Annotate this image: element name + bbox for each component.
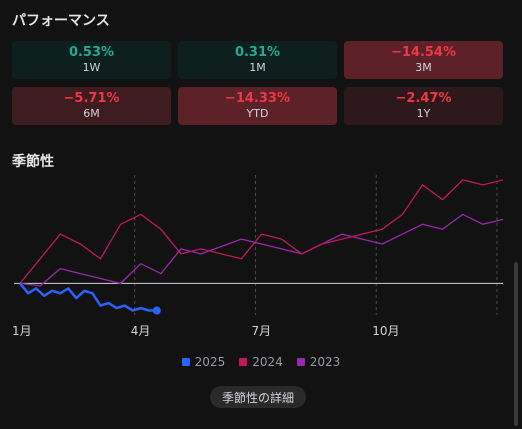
- legend-label: 2025: [194, 355, 226, 369]
- perf-tile-ytd[interactable]: −14.33% YTD: [178, 87, 337, 125]
- chart-legend: 2025 2024 2023: [0, 355, 522, 369]
- legend-item-2025[interactable]: 2025: [181, 355, 226, 369]
- perf-period-label: 1W: [82, 61, 101, 74]
- perf-value: −14.54%: [390, 45, 457, 60]
- performance-title: パフォーマンス: [12, 13, 110, 29]
- scrollbar[interactable]: [514, 262, 518, 426]
- perf-period-label: 1M: [249, 61, 266, 74]
- x-tick-label: 7月: [252, 324, 272, 338]
- series-line-2023: [19, 213, 504, 287]
- seasonality-chart: 1月 4月 7月 10月: [0, 175, 522, 345]
- perf-tile-1y[interactable]: −2.47% 1Y: [344, 87, 503, 125]
- legend-swatch: [239, 358, 248, 366]
- x-tick-label: 4月: [131, 324, 151, 338]
- perf-period-label: 6M: [83, 107, 100, 120]
- seasonality-details-button[interactable]: 季節性の詳細: [210, 386, 306, 408]
- series-line-2025: [19, 282, 157, 312]
- x-tick-label: 1月: [12, 324, 32, 338]
- legend-swatch: [181, 358, 190, 366]
- series-line-2024: [19, 179, 504, 284]
- legend-swatch: [296, 358, 305, 366]
- perf-tile-3m[interactable]: −14.54% 3M: [344, 41, 503, 79]
- perf-period-label: 1Y: [416, 107, 431, 120]
- perf-value: −2.47%: [395, 91, 452, 106]
- legend-label: 2024: [252, 355, 283, 369]
- perf-value: 0.31%: [234, 45, 281, 60]
- perf-value: 0.53%: [68, 45, 115, 60]
- perf-period-label: 3M: [415, 61, 432, 74]
- perf-value: −5.71%: [63, 91, 120, 106]
- legend-item-2024[interactable]: 2024: [239, 355, 283, 369]
- legend-item-2023[interactable]: 2023: [296, 355, 341, 369]
- x-tick-label: 10月: [372, 324, 399, 338]
- seasonality-chart-svg: 1月 4月 7月 10月: [12, 175, 504, 338]
- performance-tiles: 0.53% 1W 0.31% 1M −14.54% 3M −5.71% 6M −…: [12, 41, 503, 125]
- series-endpoint-2025: [152, 306, 161, 315]
- legend-label: 2023: [309, 355, 341, 369]
- perf-period-label: YTD: [246, 107, 269, 120]
- perf-value: −14.33%: [224, 91, 291, 106]
- seasonality-title: 季節性: [12, 154, 54, 170]
- perf-tile-1m[interactable]: 0.31% 1M: [178, 41, 337, 79]
- perf-tile-1w[interactable]: 0.53% 1W: [12, 41, 171, 79]
- perf-tile-6m[interactable]: −5.71% 6M: [12, 87, 171, 125]
